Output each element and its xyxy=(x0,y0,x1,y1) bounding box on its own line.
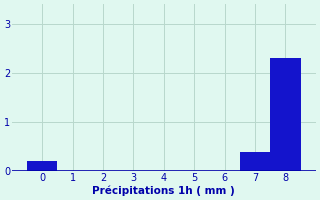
Bar xyxy=(27,161,57,171)
Bar xyxy=(270,58,300,171)
X-axis label: Précipitations 1h ( mm ): Précipitations 1h ( mm ) xyxy=(92,185,235,196)
Bar xyxy=(240,152,270,171)
